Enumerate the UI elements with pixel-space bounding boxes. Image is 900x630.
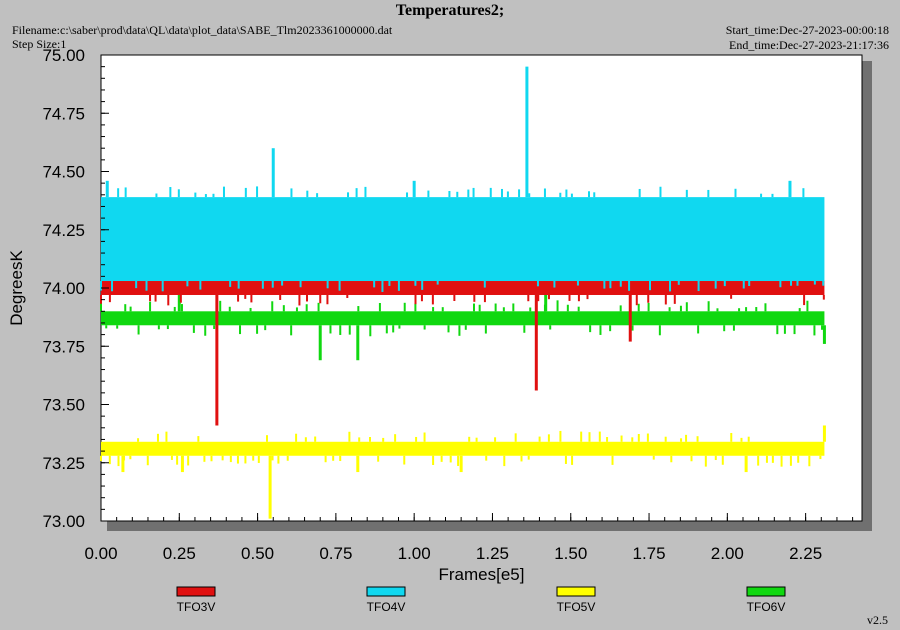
y-tick-label: 74.00 — [42, 279, 85, 298]
y-axis-label: DegreesK — [7, 250, 26, 326]
y-tick-label: 73.25 — [42, 454, 85, 473]
series-tfo4v-noise — [100, 186, 825, 292]
legend-label: TFO3V — [177, 600, 216, 614]
x-tick-label: 1.25 — [476, 544, 509, 563]
axes-layer: 73.00 73.25 73.50 73.75 74.00 74.25 74.50 74.75… — [42, 46, 854, 563]
legend-swatch — [746, 586, 786, 597]
legend-label: TFO4V — [367, 600, 406, 614]
legend-item-tfo6v: TFO6V — [746, 586, 786, 614]
y-tick-label: 75.00 — [42, 46, 85, 65]
x-tick-label: 1.75 — [632, 544, 665, 563]
chart-title: Temperatures2; — [395, 2, 505, 19]
series-tfo6v — [100, 262, 826, 361]
series-tfo4v — [100, 66, 825, 292]
legend-swatch — [556, 586, 596, 597]
x-tick-label: 0.00 — [84, 544, 117, 563]
start-time-label: Start_time:Dec-27-2023-00:00:18 — [725, 23, 889, 37]
series-tfo5v — [100, 425, 826, 519]
legend-item-tfo3v: TFO3V — [176, 586, 216, 614]
x-tick-label: 0.75 — [319, 544, 352, 563]
version-label: v2.5 — [867, 613, 888, 627]
series-tfo5v-band — [101, 441, 825, 456]
y-tick-label: 73.75 — [42, 337, 85, 356]
x-tick-label: 1.50 — [554, 544, 587, 563]
x-tick-label: 2.25 — [789, 544, 822, 563]
y-tick-label: 73.00 — [42, 512, 85, 531]
y-tick-label: 74.25 — [42, 221, 85, 240]
series-tfo4v-band — [101, 197, 825, 282]
legend-swatch — [176, 586, 216, 597]
series-tfo6v-band — [101, 311, 825, 326]
y-tick-label: 74.50 — [42, 163, 85, 182]
end-time-label: End_time:Dec-27-2023-21:17:36 — [729, 38, 889, 52]
y-tick-label: 73.50 — [42, 396, 85, 415]
legend: TFO3V TFO4V TFO5V TFO6V — [176, 586, 786, 614]
legend-label: TFO5V — [557, 600, 596, 614]
legend-label: TFO6V — [747, 600, 786, 614]
legend-swatch — [366, 586, 406, 597]
legend-item-tfo5v: TFO5V — [556, 586, 596, 614]
step-size-label: Step Size:1 — [12, 37, 67, 51]
x-tick-label: 2.00 — [711, 544, 744, 563]
x-tick-label: 1.00 — [398, 544, 431, 563]
filename-label: Filename:c:\saber\prod\data\QL\data\plot… — [12, 23, 393, 37]
series-tfo6v-noise — [100, 300, 824, 337]
series-tfo5v-noise — [100, 430, 822, 467]
y-tick-label: 74.75 — [42, 104, 85, 123]
legend-item-tfo4v: TFO4V — [366, 586, 406, 614]
x-axis-label: Frames[e5] — [439, 565, 525, 584]
x-tick-label: 0.25 — [163, 544, 196, 563]
series-layer — [100, 66, 826, 519]
x-tick-label: 0.50 — [241, 544, 274, 563]
